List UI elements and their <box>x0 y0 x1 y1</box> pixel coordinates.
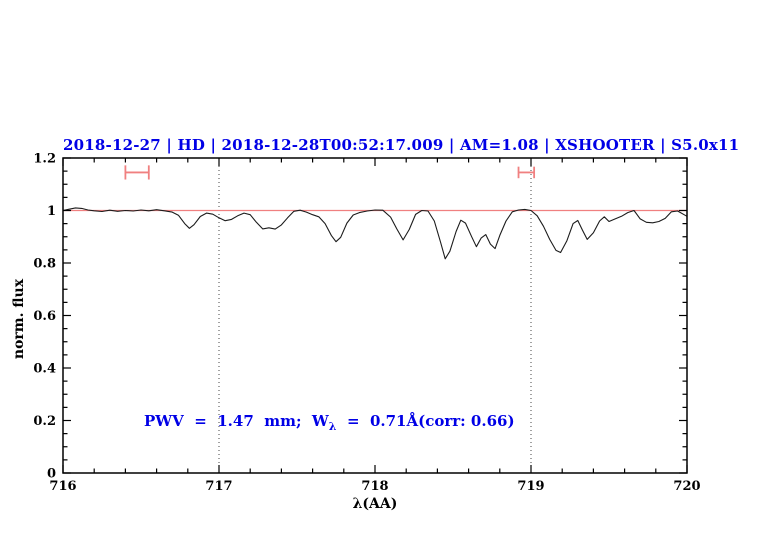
y-tick-label: 0.8 <box>33 257 56 272</box>
x-tick-label: 719 <box>517 479 544 494</box>
y-tick-label: 0 <box>47 467 56 482</box>
y-tick-label: 0.6 <box>33 309 56 324</box>
spectrum-line <box>62 207 688 260</box>
pwv-annotation: PWV = 1.47 mm; Wλ = 0.71Å(corr: 0.66) <box>144 412 515 433</box>
x-tick-label: 717 <box>205 479 232 494</box>
x-tick-label: 716 <box>49 479 76 494</box>
y-axis-label: norm. flux <box>11 278 27 360</box>
y-tick-label: 1.2 <box>33 152 56 167</box>
x-axis-label: λ(AA) <box>352 496 398 512</box>
y-tick-label: 0.2 <box>33 414 56 429</box>
x-tick-label: 720 <box>673 479 700 494</box>
equivalent-width-text: = 0.71Å(corr: 0.66) <box>336 412 515 430</box>
x-tick-label: 718 <box>361 479 388 494</box>
y-tick-label: 1 <box>47 204 56 219</box>
y-tick-label: 0.4 <box>33 362 56 377</box>
lambda-subscript: λ <box>328 420 337 433</box>
pwv-value-text: PWV = 1.47 mm; W <box>144 412 329 430</box>
